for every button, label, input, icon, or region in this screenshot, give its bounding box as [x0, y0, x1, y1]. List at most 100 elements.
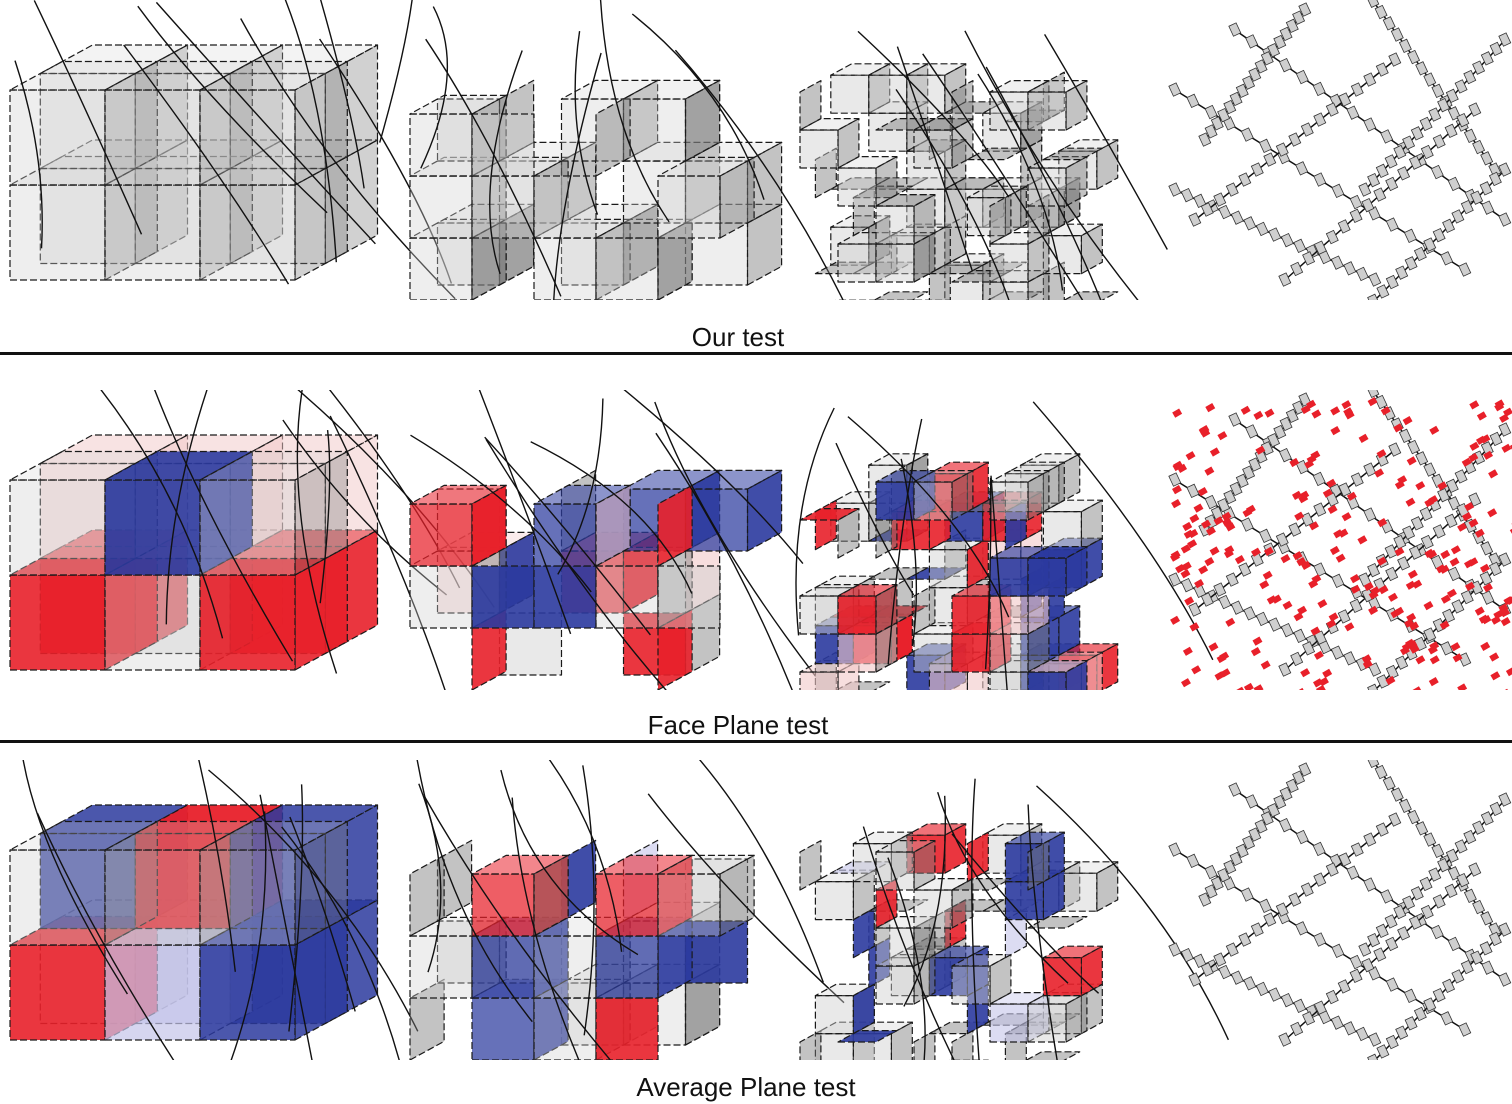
- flagged-quad: [1185, 451, 1196, 461]
- curve-stroke: [22, 760, 128, 995]
- lattice-quad: [1363, 507, 1377, 522]
- cube-front-face: [684, 488, 749, 552]
- flagged-quad: [1494, 402, 1505, 412]
- lattice-quad: [1407, 49, 1421, 65]
- lattice-quad: [1470, 190, 1484, 205]
- small-plane: [1027, 659, 1088, 673]
- cube-front-face: [837, 167, 877, 207]
- lattice-quad: [1250, 922, 1264, 937]
- lattice-quad: [1480, 51, 1494, 66]
- lattice-quad: [1385, 1034, 1399, 1050]
- panel-cells: [379, 0, 844, 300]
- lattice-quad: [1248, 457, 1262, 472]
- flagged-quad: [1310, 450, 1321, 460]
- flagged-quad: [1357, 535, 1368, 545]
- flagged-quad: [1415, 481, 1426, 491]
- flagged-quad: [1271, 594, 1282, 604]
- lattice-quad: [1419, 116, 1433, 132]
- grid-cell: [9, 60, 158, 186]
- lattice-quad: [1375, 923, 1389, 939]
- panel-lattice: [1168, 760, 1512, 1060]
- small-plane: [868, 215, 891, 266]
- lattice-quad: [1458, 652, 1472, 667]
- lattice-quad: [1368, 272, 1382, 287]
- lattice-quad: [1408, 545, 1422, 560]
- flagged-quad: [1330, 406, 1341, 416]
- flagged-quad: [1317, 599, 1328, 609]
- cube-front-face: [9, 184, 106, 281]
- lattice-quad: [1349, 703, 1361, 716]
- small-cube: [875, 194, 936, 245]
- cell-plane: [595, 484, 631, 567]
- lattice-quad: [1470, 580, 1484, 595]
- lattice-quad: [1279, 26, 1293, 42]
- lattice-quad: [1285, 778, 1299, 794]
- lattice-quad: [1223, 99, 1237, 115]
- flagged-quad: [1300, 404, 1311, 415]
- lattice-quad: [1349, 968, 1363, 984]
- curve-stroke: [900, 458, 918, 646]
- curve-stroke: [319, 38, 453, 284]
- flagged-quad: [1300, 668, 1311, 678]
- flagged-quad: [1489, 652, 1500, 662]
- cube-front-face: [471, 997, 535, 1060]
- flagged-quad: [1404, 618, 1415, 628]
- lattice-quad: [1168, 82, 1182, 97]
- curve-stroke: [288, 784, 304, 1032]
- curve-stroke: [240, 18, 456, 300]
- cube-front-face: [104, 184, 201, 281]
- flagged-quad: [1407, 569, 1418, 579]
- curve-stroke: [379, 0, 413, 143]
- flagged-quad: [1253, 684, 1264, 690]
- lattice-quad: [1293, 628, 1307, 644]
- lattice-quad: [1385, 274, 1399, 290]
- flagged-quad: [1344, 622, 1355, 632]
- cube-front-face: [1004, 880, 1045, 921]
- lattice-quad: [1395, 265, 1409, 280]
- lattice-quad: [1367, 172, 1381, 188]
- flagged-quad: [1253, 410, 1264, 420]
- cell-cube: [409, 156, 507, 239]
- lattice-quad: [1397, 926, 1411, 941]
- cell-cube: [622, 79, 721, 162]
- curve-stroke: [155, 1, 376, 245]
- grid-cell: [104, 820, 253, 946]
- cube-front-face: [199, 574, 296, 671]
- flagged-quad: [1500, 617, 1511, 627]
- lattice-quad: [1498, 552, 1512, 567]
- small-cube: [928, 945, 989, 997]
- small-cube: [875, 470, 936, 521]
- grid-cell: [229, 434, 379, 560]
- lattice-quad: [1373, 947, 1387, 962]
- lattice-quad: [1481, 200, 1495, 215]
- cube-front-face: [595, 565, 659, 629]
- cell-plane: [471, 565, 535, 629]
- lattice-quad: [1432, 894, 1446, 909]
- small-cube: [1042, 223, 1103, 275]
- curve-stroke: [951, 833, 1100, 994]
- small-plane: [799, 839, 822, 891]
- lattice-quad: [1472, 60, 1486, 75]
- flagged-quad: [1289, 457, 1300, 468]
- cube-top-face: [229, 804, 379, 835]
- lattice-quad: [1463, 829, 1477, 845]
- lattice-quad: [1168, 472, 1182, 487]
- cube-front-face: [814, 880, 855, 921]
- small-plane: [951, 1029, 974, 1060]
- curve-stroke: [478, 390, 572, 635]
- lattice-quad: [1186, 853, 1200, 869]
- lattice-quad: [1343, 261, 1357, 276]
- flagged-quad: [1350, 574, 1360, 584]
- lattice-quad: [1218, 964, 1232, 980]
- cube-front-face: [1027, 1003, 1067, 1043]
- lattice-quad: [1361, 197, 1375, 213]
- lattice-quad: [1460, 199, 1474, 215]
- flagged-quad: [1464, 559, 1474, 569]
- lattice-quad: [1358, 693, 1370, 706]
- lattice-quad: [1404, 256, 1418, 271]
- small-plane: [928, 261, 989, 275]
- cube-front-face: [471, 175, 535, 239]
- lattice-quad: [1374, 764, 1388, 780]
- lattice-quad: [1368, 1032, 1382, 1047]
